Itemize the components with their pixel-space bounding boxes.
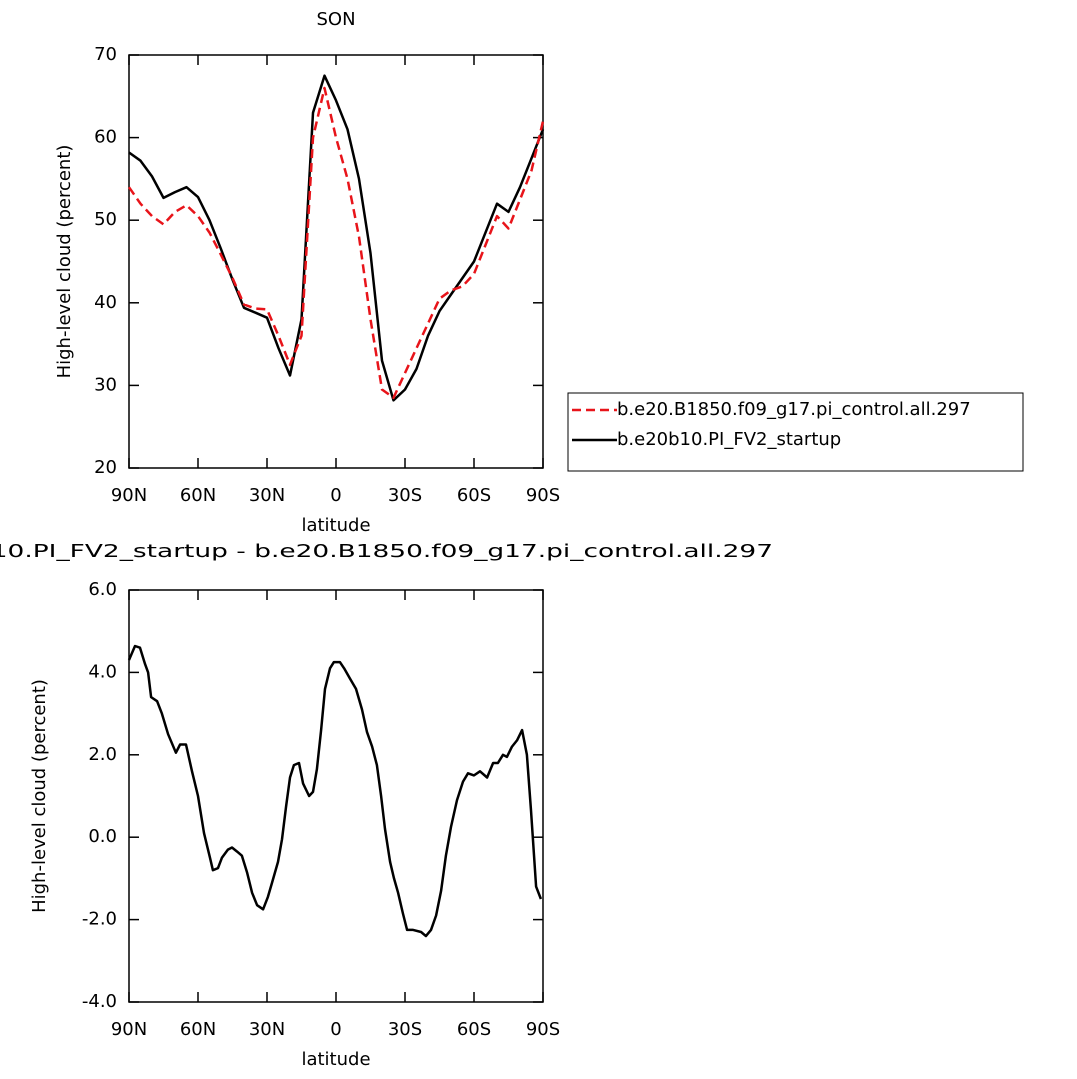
legend-box (567, 392, 1024, 472)
y-axis-label: High-level cloud (percent) (54, 145, 75, 379)
x-tick-label: 30S (388, 1019, 422, 1040)
chart-title: b.e20b10.PI_FV2_startup - b.e20.B1850.f0… (0, 541, 773, 562)
x-tick-label: 90N (111, 485, 147, 506)
x-tick-label: 30N (249, 1019, 285, 1040)
x-tick-label: 60S (457, 1019, 491, 1040)
y-tick-label: 0.0 (88, 826, 117, 847)
legend-label: b.e20.B1850.f09_g17.pi_control.all.297 (617, 399, 971, 420)
data-line (127, 644, 543, 938)
x-tick-label: 30S (388, 485, 422, 506)
x-tick-label: 90S (526, 485, 560, 506)
chart-title: SON (316, 9, 355, 30)
x-tick-label: 60N (180, 1019, 216, 1040)
x-tick-label: 90N (111, 1019, 147, 1040)
x-tick-label: 90S (526, 1019, 560, 1040)
y-tick-label: 70 (94, 44, 117, 65)
y-tick-label: 50 (94, 209, 117, 230)
y-tick-label: -4.0 (82, 991, 117, 1012)
data-line (128, 74, 545, 402)
y-tick-label: -2.0 (82, 909, 117, 930)
x-tick-label: 0 (330, 485, 341, 506)
y-tick-label: 20 (94, 457, 117, 478)
x-tick-label: 60N (180, 485, 216, 506)
y-axis-label: High-level cloud (percent) (29, 679, 50, 913)
y-tick-label: 2.0 (88, 744, 117, 765)
y-tick-label: 4.0 (88, 661, 117, 682)
x-tick-label: 0 (330, 1019, 341, 1040)
x-tick-label: 60S (457, 485, 491, 506)
legend-label: b.e20b10.PI_FV2_startup (617, 429, 841, 450)
x-axis-label: latitude (301, 515, 370, 536)
y-tick-label: 40 (94, 292, 117, 313)
x-axis-label: latitude (301, 1049, 370, 1070)
y-tick-label: 30 (94, 374, 117, 395)
y-tick-label: 6.0 (88, 579, 117, 600)
y-tick-label: 60 (94, 127, 117, 148)
x-tick-label: 30N (249, 485, 285, 506)
plot-frame (128, 589, 544, 1003)
plot-frame (128, 54, 544, 469)
